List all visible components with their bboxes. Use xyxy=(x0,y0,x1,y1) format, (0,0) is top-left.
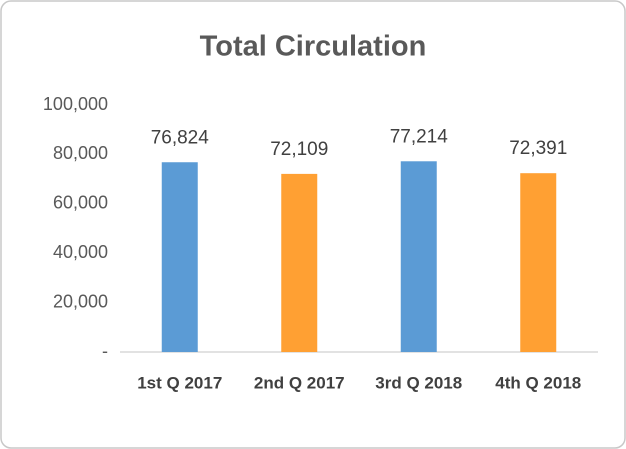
bar xyxy=(281,173,318,352)
x-tick-label: 1st Q 2017 xyxy=(137,373,222,392)
bar xyxy=(520,173,557,352)
y-tick-label: 40,000 xyxy=(53,242,108,262)
y-tick-label: 80,000 xyxy=(53,143,108,163)
bar xyxy=(400,161,437,352)
y-tick-label: 100,000 xyxy=(43,94,108,114)
y-tick-label: 60,000 xyxy=(53,193,108,213)
value-label: 76,824 xyxy=(151,127,210,148)
value-label: 77,214 xyxy=(390,126,449,147)
value-label: 72,109 xyxy=(270,139,328,160)
x-tick-label: 2nd Q 2017 xyxy=(254,373,345,392)
bar xyxy=(161,162,198,352)
x-tick-label: 3rd Q 2018 xyxy=(375,373,462,392)
value-label: 72,391 xyxy=(509,138,567,159)
x-tick-label: 4th Q 2018 xyxy=(495,373,581,392)
chart-title: Total Circulation xyxy=(200,31,427,63)
y-tick-label: - xyxy=(102,341,108,361)
y-tick-label: 20,000 xyxy=(53,291,108,311)
